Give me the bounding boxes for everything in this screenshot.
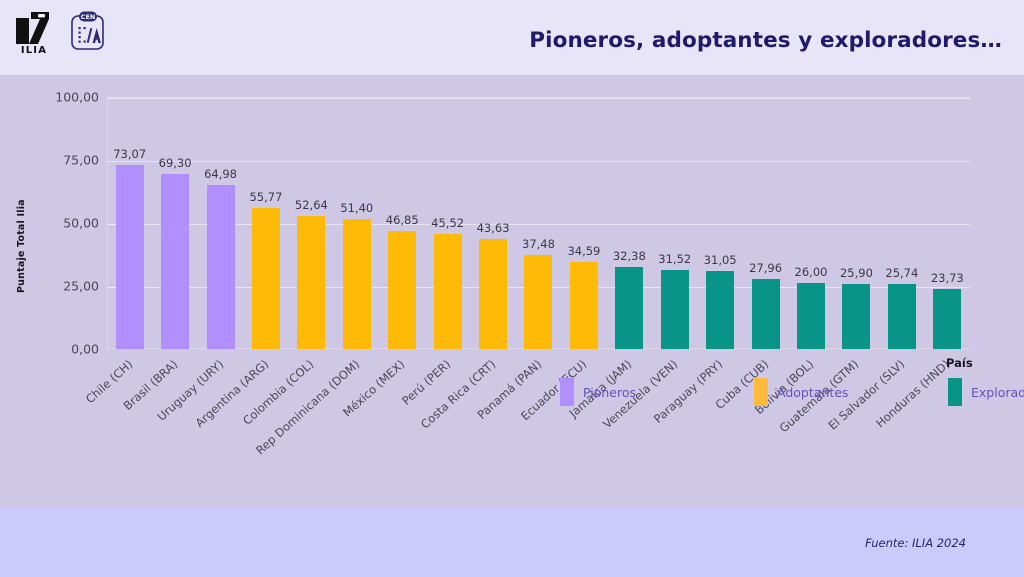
gridline bbox=[108, 224, 970, 226]
y-axis-tick-label: 100,00 bbox=[55, 89, 99, 105]
slide-header: ILIA CEN bbox=[0, 0, 1024, 75]
bar-value-label: 64,98 bbox=[204, 167, 237, 182]
ilia-logo-text: ILIA bbox=[21, 45, 47, 54]
bar[interactable] bbox=[797, 283, 826, 349]
bar[interactable] bbox=[161, 174, 190, 349]
legend-swatch bbox=[754, 378, 768, 406]
bar-value-label: 73,07 bbox=[113, 146, 147, 161]
legend-swatch bbox=[560, 378, 574, 406]
bar-group[interactable]: 64,98 bbox=[198, 97, 243, 349]
legend-label: Exploradores bbox=[971, 384, 1024, 400]
bar[interactable] bbox=[206, 185, 235, 349]
bar-value-label: 51,40 bbox=[340, 201, 374, 216]
bar-group[interactable]: 25,90 bbox=[834, 97, 879, 349]
gridline bbox=[108, 161, 970, 163]
chart-legend: País Pioneros Adoptantes Exploradores bbox=[560, 356, 1024, 416]
chart-container: Puntaje Total Ilia 73,07 69,30 64,98 55,77 5… bbox=[0, 75, 1024, 508]
bar-group[interactable]: 34,59 bbox=[561, 97, 606, 349]
legend-label: Pioneros bbox=[583, 384, 637, 400]
bar[interactable] bbox=[842, 283, 871, 349]
y-axis-tick-label: 25,00 bbox=[63, 278, 99, 294]
bar-group[interactable]: 25,74 bbox=[879, 97, 924, 349]
bar-group[interactable]: 27,96 bbox=[743, 97, 788, 349]
bar[interactable] bbox=[660, 269, 689, 349]
bar-value-label: 52,64 bbox=[294, 198, 328, 213]
bar-group[interactable]: 37,48 bbox=[516, 97, 561, 349]
bar-group[interactable]: 51,40 bbox=[334, 97, 379, 349]
bar-value-label: 27,96 bbox=[749, 260, 783, 275]
bar[interactable] bbox=[388, 230, 417, 349]
source-note: Fuente: ILIA 2024 bbox=[865, 536, 966, 550]
legend-item[interactable]: Pioneros bbox=[560, 378, 636, 406]
legend-item[interactable]: Exploradores bbox=[948, 378, 1024, 406]
bar-group[interactable]: 43,63 bbox=[470, 97, 515, 349]
bar[interactable] bbox=[297, 216, 326, 349]
legend-title: País bbox=[946, 356, 973, 370]
bar-group[interactable]: 31,05 bbox=[697, 97, 742, 349]
bar-group[interactable]: 45,52 bbox=[425, 97, 470, 349]
page-title: Pioneros, adoptantes y exploradores… bbox=[529, 28, 1002, 53]
bar[interactable] bbox=[751, 278, 780, 349]
bar-group[interactable]: 31,52 bbox=[652, 97, 697, 349]
bar-group[interactable]: 73,07 bbox=[107, 97, 152, 349]
y-axis-tick-label: 50,00 bbox=[63, 215, 99, 231]
bar-group[interactable]: 52,64 bbox=[289, 97, 334, 349]
bar[interactable] bbox=[933, 289, 962, 349]
bar-group[interactable]: 55,77 bbox=[243, 97, 288, 349]
cenia-logo-badge: CEN bbox=[81, 13, 95, 21]
bar-group[interactable]: 46,85 bbox=[380, 97, 425, 349]
bar-value-label: 26,00 bbox=[794, 265, 828, 280]
bar-value-label: 46,85 bbox=[385, 212, 419, 227]
bar-value-label: 34,59 bbox=[567, 243, 601, 258]
bar[interactable] bbox=[342, 219, 371, 349]
bar[interactable] bbox=[251, 208, 280, 349]
bar-value-label: 55,77 bbox=[249, 190, 283, 205]
bar-value-label: 69,30 bbox=[158, 156, 192, 171]
bar[interactable] bbox=[706, 270, 735, 349]
bar-group[interactable]: 69,30 bbox=[152, 97, 197, 349]
bar-value-label: 32,38 bbox=[612, 249, 646, 264]
bar[interactable] bbox=[115, 164, 144, 349]
bar-value-label: 37,48 bbox=[522, 236, 555, 251]
bar[interactable] bbox=[524, 254, 553, 349]
bar-value-label: 43,63 bbox=[476, 221, 510, 236]
bar[interactable] bbox=[615, 267, 644, 349]
gridline bbox=[108, 98, 970, 100]
ilia-logo: ILIA bbox=[14, 8, 54, 54]
bar[interactable] bbox=[479, 239, 508, 349]
bar-value-label: 31,52 bbox=[658, 251, 692, 266]
bar[interactable] bbox=[569, 261, 598, 349]
legend-label: Adoptantes bbox=[777, 384, 849, 400]
logo-group: ILIA CEN bbox=[14, 8, 108, 54]
cenia-logo: CEN bbox=[68, 9, 108, 53]
legend-swatch bbox=[948, 378, 962, 406]
bar-group[interactable]: 23,73 bbox=[925, 97, 970, 349]
slide-footer: Fuente: ILIA 2024 bbox=[0, 508, 1024, 577]
bar-value-label: 45,52 bbox=[431, 216, 465, 231]
bar[interactable] bbox=[887, 284, 916, 349]
bar-value-label: 25,74 bbox=[885, 266, 919, 281]
y-axis-tick-label: 75,00 bbox=[63, 152, 99, 168]
bar-value-label: 25,90 bbox=[839, 265, 873, 280]
bar[interactable] bbox=[433, 234, 462, 349]
legend-item[interactable]: Adoptantes bbox=[754, 378, 848, 406]
bar-group[interactable]: 32,38 bbox=[607, 97, 652, 349]
y-axis-tick-label: 0,00 bbox=[71, 341, 99, 357]
bars-layer: 73,07 69,30 64,98 55,77 52,64 51,40 46,85 45,52… bbox=[107, 97, 970, 349]
bar-value-label: 23,73 bbox=[930, 271, 964, 286]
y-axis-title: Puntaje Total Ilia bbox=[16, 199, 27, 293]
bar-group[interactable]: 26,00 bbox=[788, 97, 833, 349]
bar-value-label: 31,05 bbox=[703, 252, 737, 267]
